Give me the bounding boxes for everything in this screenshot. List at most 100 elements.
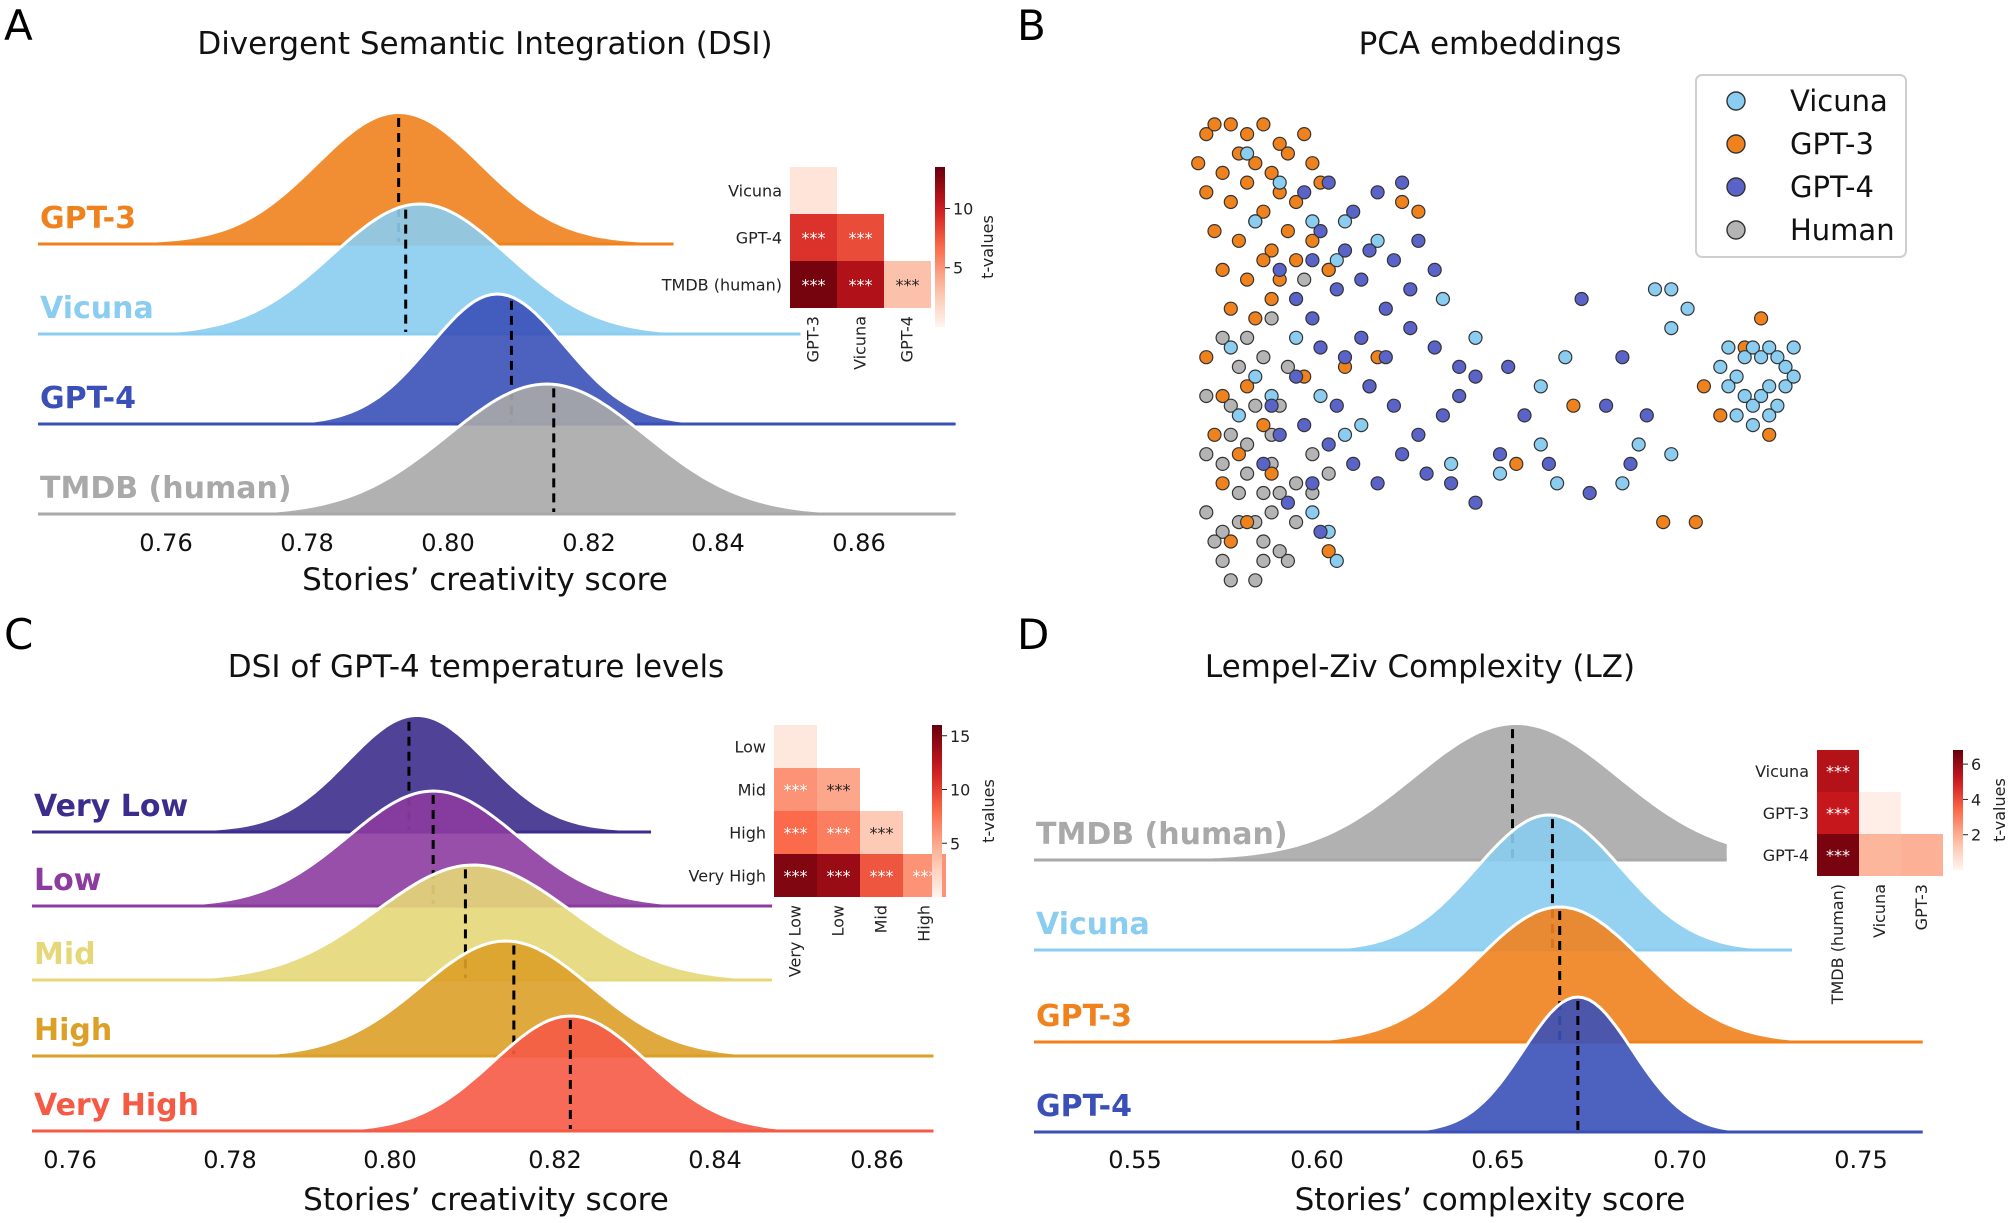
scatter-point [1696,379,1712,394]
heatmap-cell [1817,750,1859,792]
heatmap-star: *** [849,276,873,295]
colorbar-tick: 15 [950,727,970,746]
heatmap-col-label: TMDB (human) [1828,884,1847,1005]
scatter-point [1199,505,1214,520]
panel-a-tick: 0.84 [691,529,744,557]
ridge-label: GPT-3 [40,201,136,236]
scatter-point [1354,330,1369,345]
heatmap-cell [790,167,837,214]
colorbar [1953,750,1963,870]
scatter-point [1370,476,1385,491]
heatmap-cell [860,854,903,897]
ridge-area [60,384,956,514]
colorbar-label: t-values [1990,778,2008,842]
heatmap-col-label: Vicuna [1870,884,1889,938]
ridge-area [60,294,956,424]
colorbar-tick: 10 [953,199,973,218]
scatter-point [1297,418,1312,433]
colorbar-tick: 5 [950,834,960,853]
scatter-point [1517,408,1532,423]
ridge-tmdb-human-: TMDB (human) [38,382,956,516]
scatter-point [1207,224,1222,239]
panel-d-tick: 0.75 [1834,1146,1887,1174]
panel-a-xlabel: Stories’ creativity score [302,562,668,598]
scatter-point [1346,456,1361,471]
heatmap-col-label: Vicuna [851,316,870,370]
scatter-point [1231,447,1247,462]
scatter-point [1631,437,1646,452]
ridge-area [29,941,934,1056]
legend-label: GPT-4 [1790,170,1874,204]
colorbar-label: t-values [979,779,998,843]
panel-c-tick: 0.80 [363,1146,416,1174]
scatter-point [1248,214,1263,229]
scatter-point [1305,233,1320,248]
scatter-point [1223,534,1238,549]
heatmap-star: *** [1826,804,1850,823]
scatter-point [1264,165,1279,180]
heatmap-star: *** [784,867,808,886]
scatter-point [1745,418,1761,433]
heatmap-row-label: TMDB (human) [661,276,782,295]
scatter-point [1427,340,1442,355]
heatmap-cell [790,214,837,261]
panel-a-tick: 0.76 [139,529,192,557]
heatmap-cell [774,854,817,897]
scatter-legend: Vicuna GPT-3 GPT-4 Human [1695,74,1907,258]
scatter-point [1199,350,1214,365]
panel-c-xlabel: Stories’ creativity score [303,1182,669,1218]
panel-a-tick: 0.82 [562,529,615,557]
heatmap-cell [817,811,860,854]
scatter-point [1256,350,1271,365]
colorbar-tick: 6 [1971,755,1981,774]
scatter-point [1411,233,1426,248]
ridge-high: High [29,939,934,1058]
ridge-label: High [34,1013,112,1048]
scatter-point [1288,476,1304,491]
scatter-point [1541,456,1557,471]
scatter-point [1329,398,1344,413]
heatmap-cell [774,811,817,854]
ridge-area [60,204,801,334]
scatter-point [1264,398,1279,413]
ridge-area [29,791,773,906]
ridge-area [29,865,773,980]
legend-box [1695,74,1907,258]
heatmap-row-label: Mid [738,781,766,800]
scatter-point [1305,447,1320,462]
scatter-point [1231,359,1247,374]
scatter-point [1558,350,1573,365]
scatter-point [1280,359,1296,374]
heatmap-cell [1859,834,1901,876]
ridge-very-high: Very High [29,1014,934,1133]
scatter-point [1329,282,1344,297]
scatter-point [1435,291,1451,307]
scatter-point [1394,447,1410,462]
heatmap-col-label: High [915,905,934,942]
scatter-point [1239,514,1255,530]
panel-b-title: PCA embeddings [1359,26,1622,62]
scatter-point [1248,369,1263,384]
scatter-point [1468,330,1483,345]
scatter-point [1264,291,1279,307]
scatter-point [1264,243,1279,258]
panel-letter-c: C [4,610,33,659]
heatmap-cell [1901,834,1943,876]
heatmap-row-label: GPT-4 [1763,846,1809,865]
scatter-point [1321,175,1336,190]
heatmap-star: *** [913,867,937,886]
scatter-point [1223,301,1238,316]
legend-label: Human [1790,213,1895,247]
scatter-point [1745,398,1761,413]
scatter-point [1305,214,1320,229]
scatter-point [1411,427,1426,442]
panel-a-tick: 0.78 [280,529,333,557]
scatter-point [1688,514,1703,530]
heatmap-star: *** [896,276,920,295]
heatmap-star: *** [827,824,851,843]
scatter-point [1378,350,1393,365]
scatter-point [1337,427,1353,442]
scatter-point [1272,427,1287,442]
heatmap-cell [817,768,860,811]
scatter-point [1354,418,1369,433]
